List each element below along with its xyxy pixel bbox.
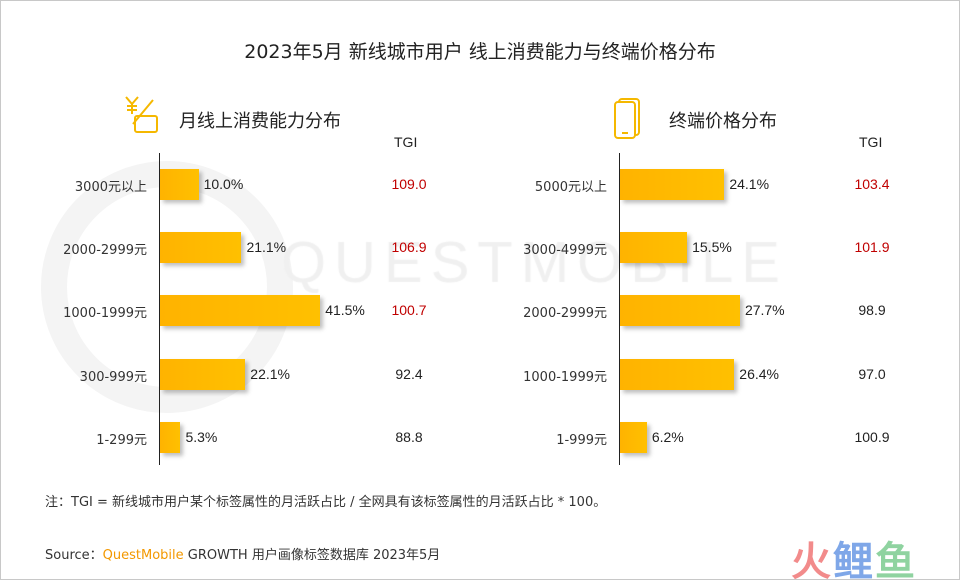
category-label: 300-999元 — [79, 370, 147, 385]
source-line: Source：QuestMobile GROWTH 用户画像标签数据库 2023… — [45, 544, 440, 563]
bar — [620, 295, 740, 326]
value-label: 41.5% — [325, 302, 365, 318]
tgi-value: 103.4 — [854, 176, 890, 192]
category-label: 2000-2999元 — [63, 243, 147, 258]
source-prefix: Source： — [45, 548, 103, 563]
smartphone-icon — [613, 97, 643, 139]
tgi-value: 100.7 — [391, 302, 427, 318]
bar — [620, 422, 647, 453]
bar — [160, 359, 246, 390]
category-label: 1000-1999元 — [523, 370, 607, 385]
bar — [160, 422, 181, 453]
yuan-card-icon — [123, 94, 163, 134]
tgi-header-right: TGI — [859, 134, 883, 150]
panel-title-consumption: 月线上消费能力分布 — [179, 111, 341, 132]
tgi-value: 106.9 — [391, 239, 427, 255]
value-label: 26.4% — [739, 366, 779, 382]
chart-axis — [159, 153, 160, 465]
category-label: 1000-1999元 — [63, 306, 147, 321]
tgi-value: 109.0 — [391, 176, 427, 192]
value-label: 22.1% — [250, 366, 290, 382]
category-label: 2000-2999元 — [523, 306, 607, 321]
tgi-value: 97.0 — [858, 366, 886, 382]
value-label: 15.5% — [692, 239, 732, 255]
page-title: 2023年5月 新线城市用户 线上消费能力与终端价格分布 — [244, 41, 716, 63]
footnote: 注：TGI = 新线城市用户某个标签属性的月活跃占比 / 全网具有该标签属性的月… — [45, 495, 607, 510]
logo-char: 鲤 — [833, 539, 875, 580]
category-label: 5000元以上 — [534, 180, 607, 195]
bar — [160, 169, 199, 200]
logo-char: 鱼 — [875, 539, 917, 580]
bar — [620, 359, 735, 390]
bar — [160, 232, 242, 263]
category-label: 1-999元 — [556, 433, 607, 448]
tgi-value: 98.9 — [858, 302, 886, 318]
value-label: 21.1% — [246, 239, 287, 255]
tgi-value: 92.4 — [395, 366, 423, 382]
tgi-header-left: TGI — [394, 134, 418, 150]
value-label: 24.1% — [729, 176, 770, 192]
tgi-value: 100.9 — [854, 429, 890, 445]
source-brand: QuestMobile — [102, 548, 184, 563]
bar — [620, 232, 688, 263]
panel-title-device-price: 终端价格分布 — [669, 111, 777, 132]
value-label: 27.7% — [744, 302, 785, 318]
bar — [620, 169, 725, 200]
tgi-value: 88.8 — [395, 429, 423, 445]
category-label: 3000-4999元 — [523, 243, 607, 258]
tgi-value: 101.9 — [854, 239, 890, 255]
watermark — [281, 226, 921, 306]
category-label: 1-299元 — [96, 433, 147, 448]
logo-char: 火 — [791, 539, 833, 580]
category-label: 3000元以上 — [74, 180, 147, 195]
value-label: 5.3% — [185, 429, 218, 445]
logo: 火鲤鱼 — [791, 529, 917, 580]
value-label: 6.2% — [651, 429, 684, 445]
source-rest: GROWTH 用户画像标签数据库 2023年5月 — [183, 548, 441, 563]
value-label: 10.0% — [203, 176, 244, 192]
chart-axis — [619, 153, 620, 465]
bar — [160, 295, 321, 326]
